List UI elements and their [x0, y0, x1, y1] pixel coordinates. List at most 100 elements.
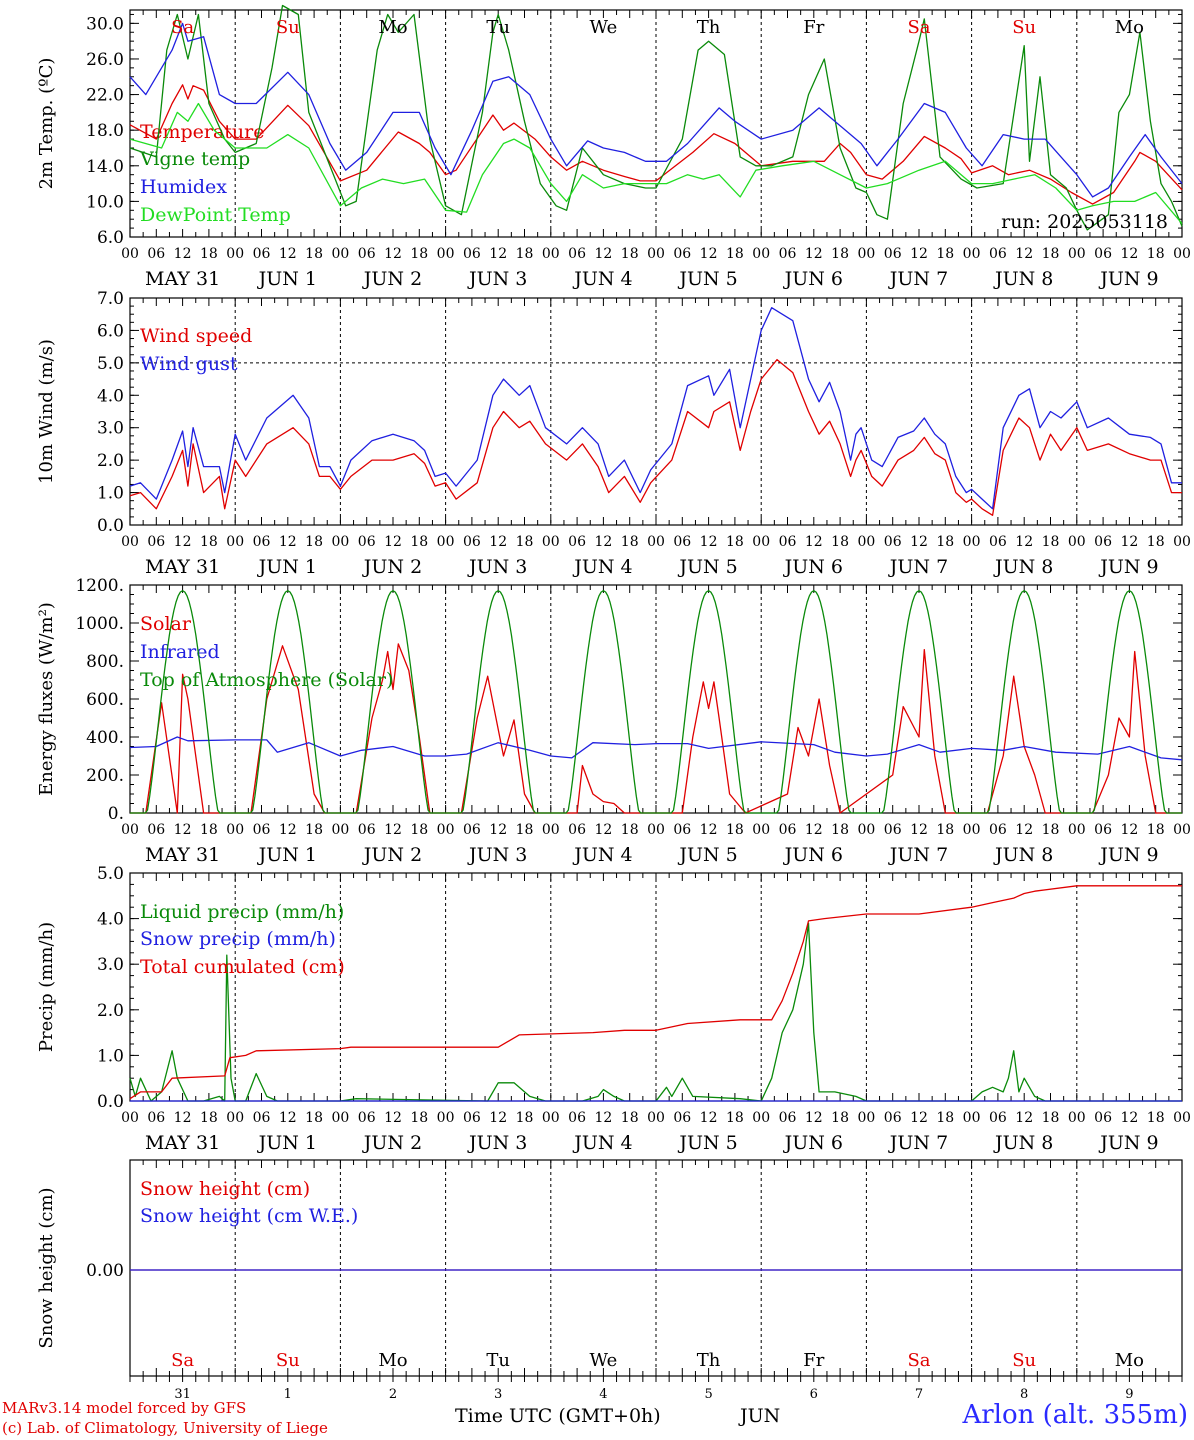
x-hour-label: 18: [726, 822, 744, 838]
x-hour-label: 12: [910, 534, 928, 550]
x-hour-label: 12: [384, 246, 402, 262]
x-hour-label: 06: [1094, 1110, 1112, 1126]
model-credit: MARv3.14 model forced by GFS: [2, 1399, 247, 1417]
day-number-label: 7: [915, 1387, 923, 1402]
x-hour-label: 00: [542, 1110, 560, 1126]
x-date-label: JUN 7: [888, 844, 948, 866]
x-date-label: JUN 8: [993, 268, 1053, 290]
x-hour-label: 06: [1094, 534, 1112, 550]
x-hour-label: 18: [936, 1110, 954, 1126]
x-hour-label: 12: [805, 1110, 823, 1126]
legend-entry: Liquid precip (mm/h): [140, 901, 344, 923]
x-hour-label: 06: [884, 534, 902, 550]
y-axis-label: Energy fluxes (W/m²): [36, 602, 57, 796]
weekday-label: Sa: [907, 17, 930, 38]
x-hour-label: 12: [489, 822, 507, 838]
y-tick-label: 0.0: [97, 516, 124, 536]
weekday-label: Mo: [1115, 1350, 1144, 1371]
x-hour-label: 12: [279, 1110, 297, 1126]
y-tick-label: 14.0: [86, 157, 124, 177]
x-hour-label: 18: [1042, 534, 1060, 550]
series-line-solar: [130, 643, 1182, 814]
weekday-label: Mo: [378, 17, 407, 38]
legend-entry: Wind speed: [140, 325, 252, 347]
x-hour-label: 12: [174, 246, 192, 262]
x-hour-label: 00: [857, 1110, 875, 1126]
y-tick-label: 30.0: [86, 14, 124, 34]
day-number-label: 2: [389, 1387, 397, 1402]
y-tick-label: 1200.: [75, 576, 124, 596]
x-hour-label: 18: [200, 822, 218, 838]
x-date-label: MAY 31: [145, 268, 220, 290]
series-line-wind-speed: [129, 358, 1182, 516]
x-hour-label: 12: [910, 1110, 928, 1126]
y-tick-label: 6.0: [97, 228, 124, 248]
x-hour-label: 06: [884, 822, 902, 838]
x-hour-label: 12: [174, 1110, 192, 1126]
x-hour-label: 00: [1068, 822, 1086, 838]
x-hour-label: 06: [147, 822, 165, 838]
x-date-label: JUN 4: [572, 844, 632, 866]
x-hour-label: 18: [1042, 246, 1060, 262]
x-date-label: JUN 6: [783, 556, 843, 578]
x-hour-label: 00: [331, 1110, 349, 1126]
x-hour-label: 00: [121, 246, 139, 262]
weekday-label: Tu: [486, 1350, 510, 1371]
day-number-label: 1: [284, 1387, 292, 1402]
y-tick-label: 1000.: [75, 614, 124, 634]
series-line-dewpoint-temp: [129, 102, 1183, 225]
legend-entry: Solar: [140, 613, 192, 635]
x-hour-label: 00: [857, 822, 875, 838]
x-hour-label: 18: [621, 1110, 639, 1126]
x-hour-label: 12: [594, 1110, 612, 1126]
x-hour-label: 18: [1147, 822, 1165, 838]
x-hour-label: 00: [331, 246, 349, 262]
x-date-label: JUN 5: [677, 1132, 737, 1154]
x-hour-label: 12: [805, 822, 823, 838]
x-hour-label: 12: [594, 822, 612, 838]
x-date-label: JUN 1: [257, 556, 317, 578]
legend-entry: Total cumulated (cm): [140, 956, 345, 978]
x-hour-label: 12: [1120, 822, 1138, 838]
x-hour-label: 00: [647, 534, 665, 550]
x-hour-label: 12: [384, 1110, 402, 1126]
x-hour-label: 00: [1173, 534, 1191, 550]
x-hour-label: 18: [410, 1110, 428, 1126]
x-hour-label: 06: [1094, 822, 1112, 838]
x-date-label: JUN 9: [1098, 844, 1158, 866]
x-date-label: JUN 8: [993, 1132, 1053, 1154]
x-hour-label: 12: [1015, 822, 1033, 838]
x-hour-label: 18: [516, 822, 534, 838]
x-hour-label: 00: [1173, 246, 1191, 262]
x-hour-label: 00: [226, 246, 244, 262]
x-date-label: JUN 9: [1098, 1132, 1158, 1154]
x-hour-label: 06: [358, 1110, 376, 1126]
x-date-label: JUN 8: [993, 844, 1053, 866]
x-hour-label: 00: [963, 822, 981, 838]
x-hour-label: 00: [121, 822, 139, 838]
weekday-label: Sa: [171, 17, 194, 38]
x-hour-label: 00: [963, 246, 981, 262]
series-line-temperature: [129, 84, 1183, 205]
x-hour-label: 18: [936, 822, 954, 838]
x-hour-label: 06: [673, 534, 691, 550]
x-hour-label: 06: [358, 246, 376, 262]
panel-1: 2m Temp. (ºC) 6.0 10.0 14.0 18.0 22.0 26.0 30.0…: [36, 4, 1191, 290]
legend-entry: DewPoint Temp: [140, 204, 291, 226]
x-hour-label: 18: [200, 246, 218, 262]
x-hour-label: 12: [489, 534, 507, 550]
station-label: Arlon (alt. 355m): [962, 1400, 1188, 1430]
series-line-wind-gust: [129, 307, 1182, 510]
x-hour-label: 06: [989, 246, 1007, 262]
x-hour-label: 00: [752, 246, 770, 262]
x-hour-label: 18: [831, 534, 849, 550]
y-tick-label: 3.0: [97, 955, 124, 975]
weekday-label: Fr: [803, 1350, 824, 1371]
x-hour-label: 06: [779, 1110, 797, 1126]
x-hour-label: 12: [279, 822, 297, 838]
x-hour-label: 00: [226, 534, 244, 550]
x-hour-label: 06: [884, 1110, 902, 1126]
x-hour-label: 18: [726, 534, 744, 550]
x-hour-label: 06: [463, 246, 481, 262]
y-axis-label: 2m Temp. (ºC): [36, 58, 57, 190]
